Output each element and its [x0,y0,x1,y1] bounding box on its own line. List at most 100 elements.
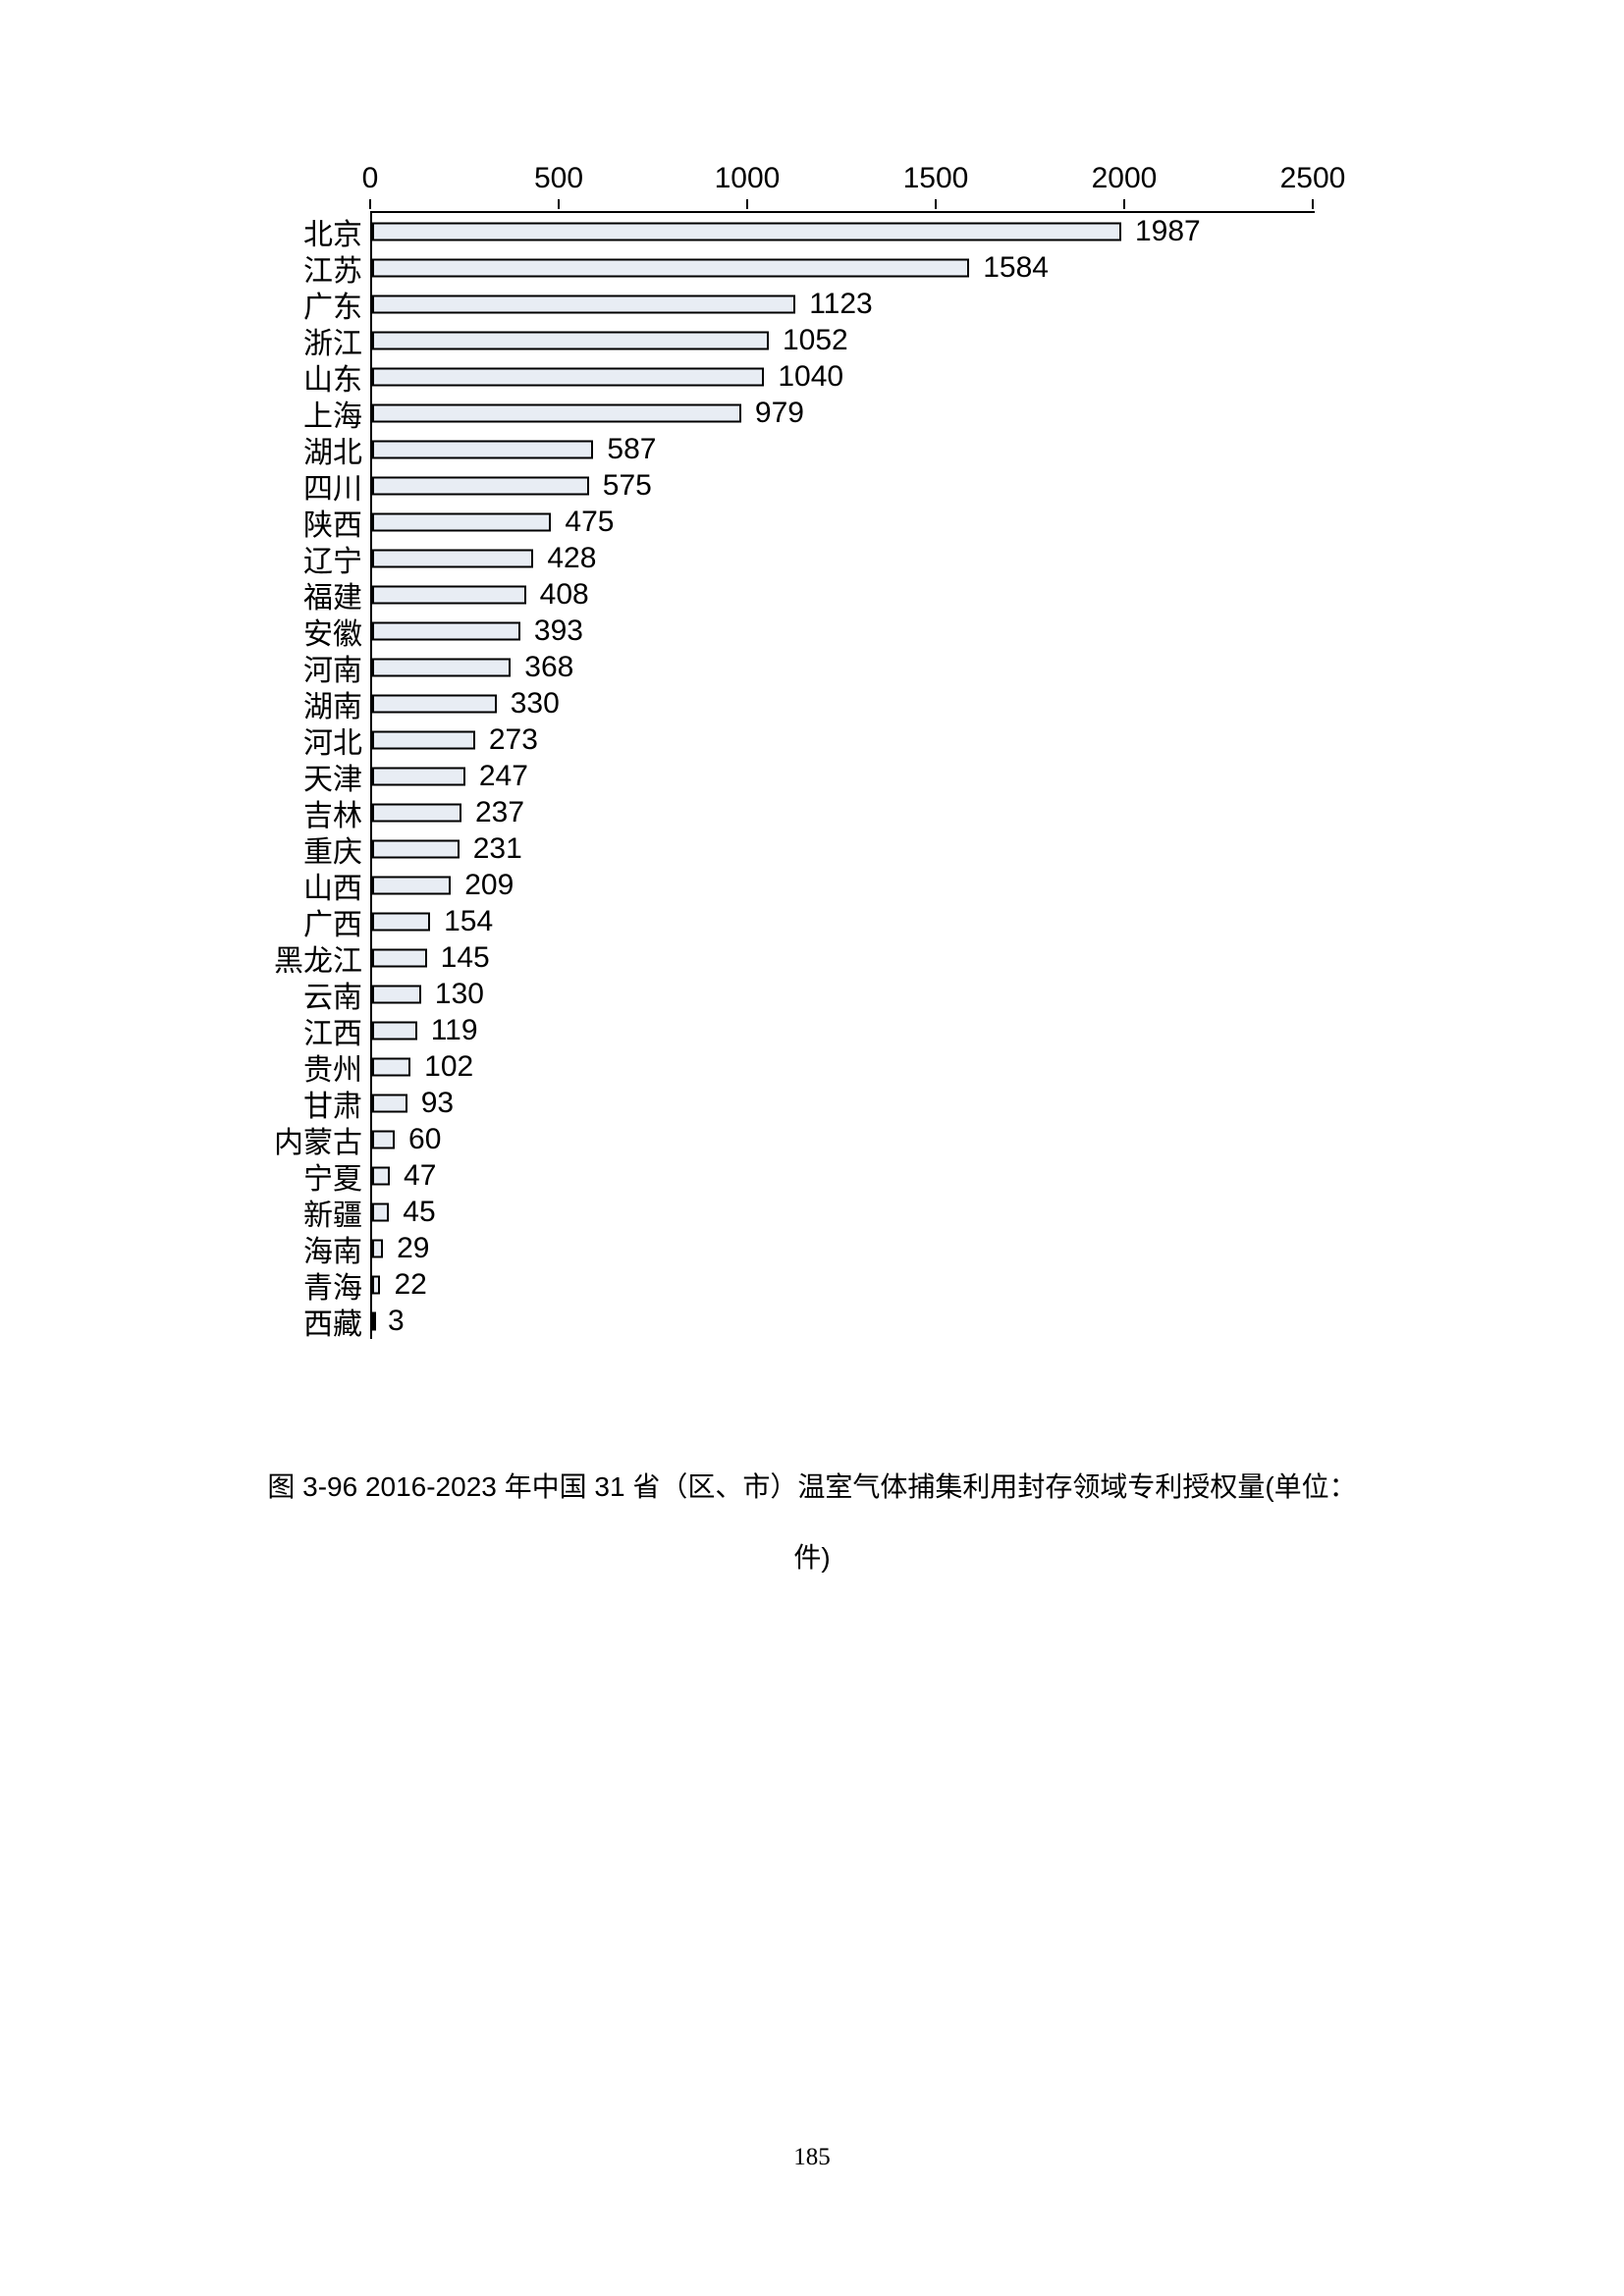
value-label: 475 [565,506,614,539]
bar-row: 青海22 [372,1266,1315,1303]
bar-row: 重庆231 [372,830,1315,867]
bar [372,839,460,858]
bar-row: 广东1123 [372,286,1315,322]
bar [372,1275,380,1294]
bars-container: 北京1987江苏1584广东1123浙江1052山东1040上海979湖北587… [370,211,1315,1339]
x-tick-mark [935,199,937,209]
value-label: 330 [511,687,560,721]
bar-row: 江西119 [372,1012,1315,1048]
bar-row: 湖北587 [372,431,1315,467]
value-label: 393 [534,614,583,648]
bar [372,658,511,676]
bar [372,403,741,422]
bar-row: 贵州102 [372,1048,1315,1085]
bar-row: 辽宁428 [372,540,1315,576]
bar [372,476,589,495]
value-label: 587 [607,433,656,466]
bar-row: 山西209 [372,867,1315,903]
bar-row: 河南368 [372,649,1315,685]
bar-row: 内蒙古60 [372,1121,1315,1157]
value-label: 408 [540,578,589,612]
bar [372,440,593,458]
bar-row: 江苏1584 [372,249,1315,286]
bar-row: 陕西475 [372,504,1315,540]
x-tick-label: 1500 [903,162,969,195]
x-tick-mark [1312,199,1314,209]
bar [372,549,533,567]
bar-row: 安徽393 [372,613,1315,649]
bar [372,730,475,749]
bar [372,367,764,386]
value-label: 237 [475,796,524,829]
value-label: 22 [394,1268,426,1302]
value-label: 60 [408,1123,441,1156]
page-number: 185 [0,2144,1624,2171]
value-label: 47 [404,1159,436,1193]
bar-row: 宁夏47 [372,1157,1315,1194]
x-tick-label: 2000 [1092,162,1158,195]
bar-row: 河北273 [372,721,1315,758]
value-label: 575 [603,469,652,503]
x-tick-mark [558,199,560,209]
bar [372,1166,390,1185]
bar [372,803,461,822]
value-label: 1584 [983,251,1049,285]
bar-row: 山东1040 [372,358,1315,395]
bar-row: 浙江1052 [372,322,1315,358]
x-tick-mark [369,199,371,209]
value-label: 102 [424,1050,473,1084]
bar [372,331,769,349]
bar [372,222,1121,240]
x-tick-label: 0 [362,162,379,195]
bar-row: 福建408 [372,576,1315,613]
value-label: 979 [755,397,804,430]
value-label: 1052 [783,324,848,357]
value-label: 130 [435,978,484,1011]
value-label: 119 [431,1014,478,1047]
bar-row: 天津247 [372,758,1315,794]
bar [372,512,551,531]
bar [372,1239,383,1257]
value-label: 368 [524,651,573,684]
figure-caption-line2: 件) [0,1537,1624,1578]
value-label: 45 [403,1196,435,1229]
value-label: 154 [444,905,493,938]
plot-area: 05001000150020002500 北京1987江苏1584广东1123浙… [370,162,1313,1339]
value-label: 247 [479,760,528,793]
bar [372,876,451,894]
bar [372,948,427,967]
bar [372,621,520,640]
bar [372,1094,407,1112]
bar-row: 四川575 [372,467,1315,504]
bar-row: 新疆45 [372,1194,1315,1230]
value-label: 3 [388,1305,405,1338]
x-tick-mark [746,199,748,209]
x-tick-label: 500 [534,162,583,195]
bar-row: 甘肃93 [372,1085,1315,1121]
value-label: 209 [464,869,514,902]
bar [372,694,497,713]
bar [372,1057,410,1076]
value-label: 93 [421,1087,454,1120]
bar-row: 北京1987 [372,213,1315,249]
bar-row: 湖南330 [372,685,1315,721]
bar-row: 广西154 [372,903,1315,939]
x-axis: 05001000150020002500 [370,162,1313,211]
value-label: 273 [489,723,538,757]
value-label: 231 [473,832,522,866]
value-label: 145 [441,941,490,975]
value-label: 1987 [1135,215,1201,248]
bar-row: 吉林237 [372,794,1315,830]
bar [372,985,421,1003]
bar [372,912,430,931]
bar [372,258,969,277]
bar-row: 西藏3 [372,1303,1315,1339]
category-label: 西藏 [303,1300,362,1343]
page: 05001000150020002500 北京1987江苏1584广东1123浙… [0,0,1624,2296]
bar-row: 黑龙江145 [372,939,1315,976]
bar [372,294,795,313]
bar [372,1202,389,1221]
bar [372,585,526,604]
value-label: 428 [547,542,596,575]
bar-row: 海南29 [372,1230,1315,1266]
